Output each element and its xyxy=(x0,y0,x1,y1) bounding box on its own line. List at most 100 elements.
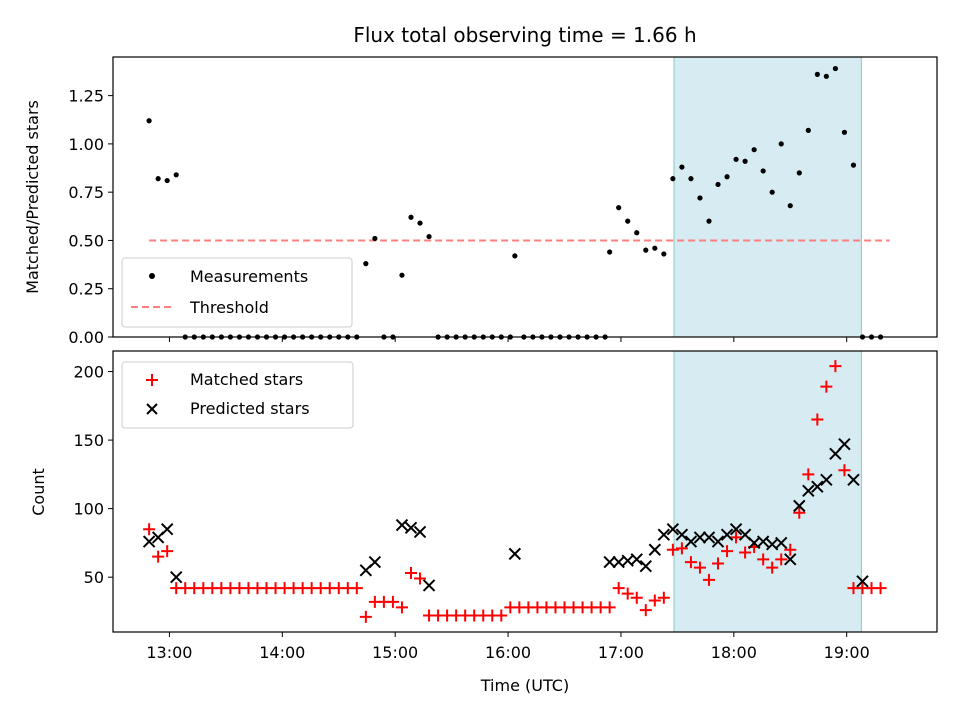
top-legend-box xyxy=(121,257,353,328)
matched-star-point xyxy=(414,572,427,585)
measurement-point xyxy=(164,177,170,184)
measurement-point xyxy=(408,214,414,220)
bottom-x-tick-label: 16:00 xyxy=(485,643,531,662)
matched-star-point xyxy=(630,591,643,604)
bottom-observing-window xyxy=(673,350,862,633)
measurement-point xyxy=(399,272,405,278)
predicted-star-point xyxy=(142,535,156,548)
matched-star-point xyxy=(693,561,706,574)
bottom-x-tick-label: 19:00 xyxy=(824,643,870,662)
matched-star-point xyxy=(657,591,670,604)
bottom-y-tick-label: 200 xyxy=(73,363,104,382)
matched-star-point xyxy=(829,360,842,373)
matched-star-point xyxy=(820,380,833,393)
matched-star-point xyxy=(739,546,752,559)
top-y-tick-label: 0.50 xyxy=(68,231,104,250)
predicted-star-point xyxy=(711,535,725,548)
matched-star-point xyxy=(152,550,165,563)
bottom-y-axis-label: Count xyxy=(29,468,48,516)
top-y-axis: 0.00 0.25 0.50 0.75 1.00 1.25 xyxy=(68,87,113,347)
bottom-y-tick-label: 100 xyxy=(73,500,104,519)
predicted-star-point xyxy=(702,531,716,544)
matched-star-point xyxy=(395,601,408,614)
bottom-y-tick-label: 50 xyxy=(84,568,104,587)
measurement-point xyxy=(607,249,613,255)
measurement-point xyxy=(778,141,784,147)
top-plot-frame xyxy=(112,56,938,338)
predicted-star-point xyxy=(368,555,382,569)
predicted-star-point xyxy=(684,535,698,548)
bottom-legend: Matched stars Predicted stars xyxy=(121,361,354,429)
matched-star-point xyxy=(775,553,788,566)
predicted-star-point xyxy=(675,528,689,541)
matched-star-point xyxy=(784,543,797,556)
bottom-panel: 50 100 150 200 13:00 14:00 15:00 16:00 17:00 18:… xyxy=(29,350,938,695)
predicted-star-point xyxy=(847,473,860,487)
measurement-point xyxy=(796,170,802,176)
predicted-star-point xyxy=(802,484,815,498)
measurement-point xyxy=(850,162,857,168)
matched-star-point xyxy=(161,545,174,558)
predicted-star-point xyxy=(603,555,616,569)
predicted-star-point xyxy=(829,447,842,461)
predicted-star-point xyxy=(630,553,643,566)
matched-star-point xyxy=(359,610,372,623)
top-y-tick-label: 0.25 xyxy=(68,280,104,299)
matched-star-point xyxy=(143,523,156,536)
matched-star-point xyxy=(757,553,770,566)
matched-star-point xyxy=(730,531,743,544)
measurement-point xyxy=(832,65,839,72)
bottom-legend-box xyxy=(121,361,354,429)
measurement-point xyxy=(625,218,631,224)
matched-star-point xyxy=(802,468,815,481)
measurement-point xyxy=(155,176,161,182)
predicted-star-point xyxy=(820,473,833,487)
bottom-x-tick-label: 13:00 xyxy=(146,643,192,662)
measurement-point xyxy=(661,251,667,257)
matched-star-point xyxy=(793,506,806,519)
matched-star-point xyxy=(675,542,688,555)
measurement-point xyxy=(742,158,748,164)
measurement-point xyxy=(426,233,432,240)
measurement-point xyxy=(769,189,775,195)
bottom-x-axis-label: Time (UTC) xyxy=(480,676,569,695)
top-panel: Flux total observing time = 1.66 h 0.000… xyxy=(23,23,938,347)
matched-star-point xyxy=(621,587,634,600)
matched-star-point xyxy=(684,556,697,569)
matched-star-point xyxy=(712,557,725,570)
measurement-point xyxy=(512,253,518,259)
measurement-point xyxy=(715,181,721,188)
predicted-star-point xyxy=(413,525,427,539)
measurement-point xyxy=(643,247,649,253)
predicted-star-point xyxy=(720,528,734,541)
bottom-y-axis: 50 100 150 200 xyxy=(73,363,113,587)
bottom-marks xyxy=(142,360,887,623)
measurement-point xyxy=(363,261,369,267)
measurement-point xyxy=(814,71,820,77)
measurement-point xyxy=(634,230,640,236)
matched-star-point xyxy=(766,561,779,574)
predicted-star-point xyxy=(811,480,824,493)
predicted-star-point xyxy=(639,559,652,573)
matched-star-point xyxy=(648,594,661,607)
top-chart-title: Flux total observing time = 1.66 h xyxy=(353,23,696,47)
matched-star-point xyxy=(874,582,887,595)
predicted-star-point xyxy=(693,531,707,544)
bottom-y-tick-label: 150 xyxy=(73,431,104,450)
measurements-legend-label: Measurements xyxy=(190,267,308,286)
predicted-star-point xyxy=(775,536,788,550)
bottom-x-tick-label: 18:00 xyxy=(711,643,757,662)
measurement-point xyxy=(706,218,712,224)
top-y-tick-label: 0.75 xyxy=(68,183,104,202)
matched-star-point xyxy=(666,543,679,556)
measurement-point xyxy=(146,118,152,124)
predicted-star-point xyxy=(395,518,409,532)
matched-star-point xyxy=(721,545,734,558)
bottom-x-tick-label: 17:00 xyxy=(598,643,644,662)
predicted-star-point xyxy=(793,499,806,513)
predicted-star-point xyxy=(648,543,662,556)
measurement-point xyxy=(733,156,739,162)
measurement-point xyxy=(688,176,694,182)
top-y-tick-label: 1.00 xyxy=(68,135,104,154)
matched-star-point xyxy=(386,595,399,608)
